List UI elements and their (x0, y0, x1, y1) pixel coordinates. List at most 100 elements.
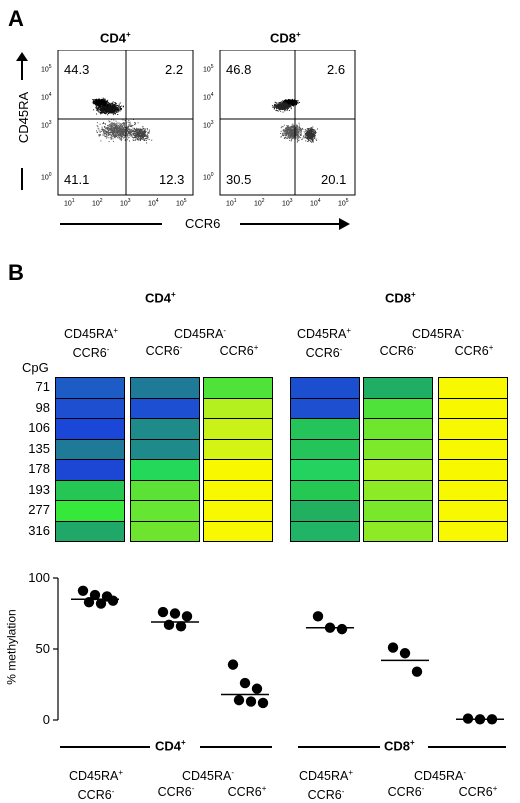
heatmap-cell (438, 520, 508, 542)
group-label-cd4: CD4+ (155, 738, 186, 754)
heatmap-cell (55, 418, 125, 440)
col-header-cd8-ccr6-neg: CCR6- (379, 343, 417, 359)
data-point (399, 648, 411, 659)
flow-ytick-label: 104 (41, 92, 52, 102)
col-header-cd4-ccr6-pos: CCR6+ (219, 343, 259, 359)
data-point (157, 606, 169, 618)
data-point (245, 696, 257, 707)
flow-xtick-label: 102 (254, 198, 265, 208)
col-header-cd4-ccr6-neg: CCR6- (145, 343, 183, 359)
quad-cd4-bl: 41.1 (64, 172, 90, 187)
heatmap-group-title-cd8: CD8+ (385, 290, 416, 306)
heatmap-cell (130, 397, 200, 419)
cpg-site-label: 106 (28, 420, 50, 435)
heatmap-cell (130, 500, 200, 522)
xcat-cd8-ra-neg: CD45RA- (414, 768, 466, 784)
heatmap-cell (290, 520, 360, 542)
flow-plot-frame (219, 50, 356, 196)
flow-plots-svg (57, 50, 356, 196)
heatmap-cell (363, 520, 433, 542)
panel-letter-b: B (8, 260, 24, 285)
heatmap-cell (290, 397, 360, 419)
flow-xlabel: CCR6 (185, 216, 221, 231)
flow-ytick-label: 100 (203, 172, 214, 182)
data-point (336, 623, 348, 635)
col-header-cd8-ra-neg: CD45RA- (412, 326, 464, 342)
heatmap-cell (130, 479, 200, 501)
xcat-cd8-ccr6-neg: CCR6- (387, 784, 425, 800)
flow-ytick-label: 103 (41, 120, 52, 130)
heatmap-cell (290, 500, 360, 522)
quad-cd4-br: 12.3 (159, 172, 185, 187)
heatmap-cell (203, 520, 273, 542)
xcat-cd8-ra-pos: CD45RA+ CCR6- (299, 768, 353, 803)
y-tick-label: 0 (42, 712, 50, 727)
heatmap-cell (438, 479, 508, 501)
heatmap-cell (203, 500, 273, 522)
data-point (77, 585, 89, 596)
data-point (411, 666, 423, 677)
cpg-site-label: 277 (28, 502, 50, 517)
x-bar (60, 223, 162, 225)
heatmap-cell (55, 377, 125, 399)
heatmap-cell (363, 459, 433, 481)
heatmap-group-title-cd4: CD4+ (145, 290, 176, 306)
heatmap-cell (438, 459, 508, 481)
flow-ylabel: CD45RA (16, 91, 32, 144)
heatmap-cell (363, 479, 433, 501)
heatmap-cell (55, 459, 125, 481)
heatmap-cell (130, 377, 200, 399)
quad-cd4-tl: 44.3 (64, 62, 90, 77)
flow-xtick-label: 103 (120, 198, 131, 208)
flow-xtick-label: 103 (282, 198, 293, 208)
y-tick-label: 50 (35, 641, 50, 656)
heatmap-cell (438, 500, 508, 522)
flow-ytick-label: 104 (203, 92, 214, 102)
data-point (387, 642, 399, 653)
data-point (163, 619, 175, 631)
heatmap-cell (130, 438, 200, 460)
y-arrow-shaft (21, 58, 23, 80)
data-point (312, 611, 324, 622)
cpg-site-label: 316 (28, 522, 50, 538)
heatmap-cell (363, 377, 433, 399)
cpg-label: CpG (22, 360, 49, 375)
data-point (95, 598, 107, 609)
flow-plot-cd8 (219, 50, 356, 196)
heatmap-cell (130, 520, 200, 542)
xcat-cd4-ra-pos: CD45RA+ CCR6- (69, 768, 123, 803)
heatmap-cell (290, 459, 360, 481)
heatmap-cell (203, 418, 273, 440)
heatmap-cell (438, 438, 508, 460)
group-line-cd8-right (428, 746, 506, 748)
xcat-cd4-ccr6-neg: CCR6- (157, 784, 195, 800)
heatmap-cell (55, 520, 125, 542)
col-header-cd8-ccr6-pos: CCR6+ (454, 343, 494, 359)
data-point (169, 608, 181, 619)
data-point (175, 621, 187, 632)
data-point (233, 694, 245, 706)
flow-xtick-label: 102 (92, 198, 103, 208)
heatmap-cell (203, 397, 273, 419)
xcat-cd4-ccr6-pos: CCR6+ (227, 784, 267, 800)
col-header-cd4-ra-pos: CD45RA+ CCR6- (64, 326, 118, 361)
group-line-cd4-right (200, 746, 272, 748)
methylation-scatter-plot (53, 577, 504, 725)
heatmap-cell (290, 479, 360, 501)
flow-plot-cd4 (57, 50, 194, 196)
flow-xtick-label: 104 (310, 198, 321, 208)
heatmap-cell (55, 500, 125, 522)
cpg-site-label: 135 (28, 440, 50, 456)
heatmap-cell (363, 438, 433, 460)
cpg-site-label: 71 (35, 379, 50, 394)
heatmap-cell (290, 438, 360, 460)
data-point (257, 697, 269, 709)
heatmap-cell (55, 397, 125, 419)
heatmap-cell (55, 438, 125, 460)
heatmap-cell (290, 377, 360, 399)
flow-title-cd4: CD4+ (100, 30, 131, 46)
heatmap-cell (438, 418, 508, 440)
flow-ytick-label: 100 (41, 172, 52, 182)
group-line-cd4-left (60, 746, 150, 748)
cpg-site-label: 178 (28, 461, 50, 476)
